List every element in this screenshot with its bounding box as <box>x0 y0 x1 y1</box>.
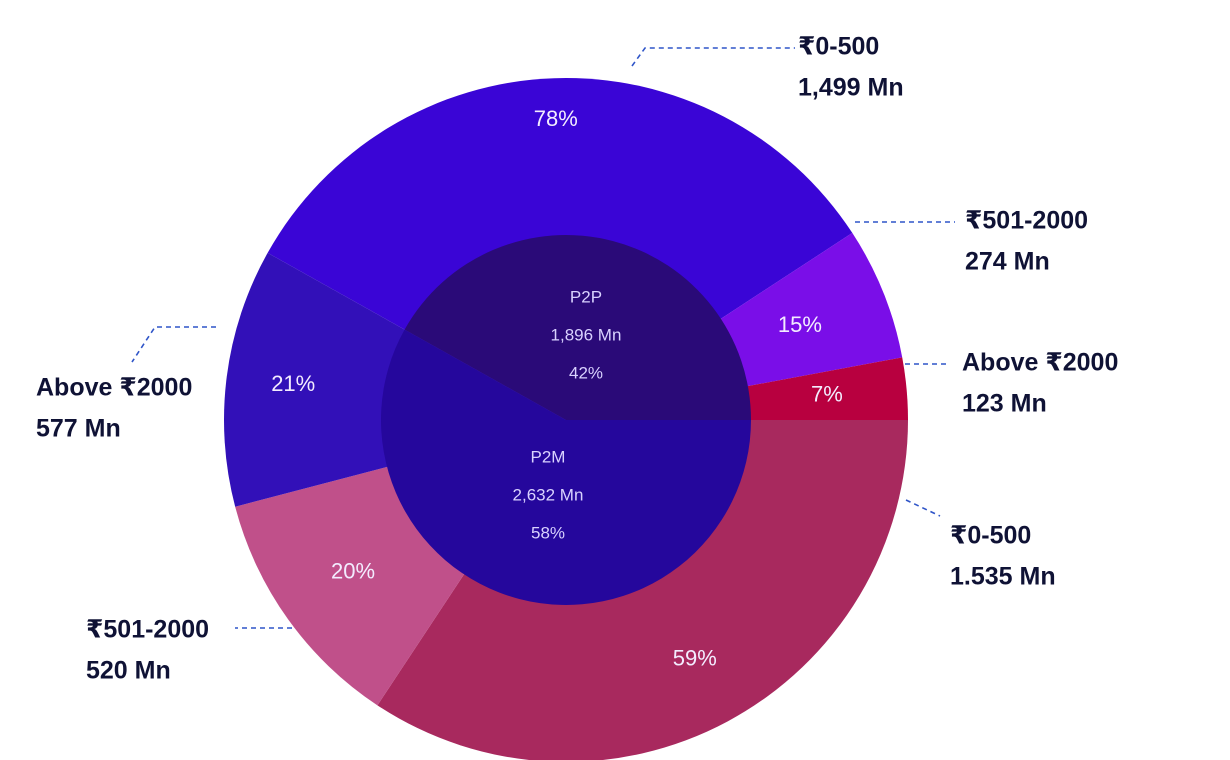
outer-percent-labels: 78% 15% 7% 59% 20% 21% <box>271 106 843 670</box>
outer-percent-label: 20% <box>331 558 375 583</box>
callout-value-label: 520 Mn <box>86 657 171 685</box>
callout-category-label: ₹501-2000 <box>965 207 1088 235</box>
inner-slice-p2m <box>381 329 751 605</box>
callout-value-label: 577 Mn <box>36 415 121 443</box>
outer-percent-label: 7% <box>811 382 843 407</box>
outer-percent-label: 21% <box>271 371 315 396</box>
callout-category-label: Above ₹2000 <box>36 374 192 402</box>
outer-percent-label: 15% <box>778 312 822 337</box>
callout-category-label: Above ₹2000 <box>962 349 1118 377</box>
callout-leader-line <box>905 499 941 517</box>
callout-category-label: ₹501-2000 <box>86 616 209 644</box>
outer-percent-label: 59% <box>673 645 717 670</box>
callout-value-label: 274 Mn <box>965 248 1050 276</box>
inner-ring-labels: P2P 1,896 Mn 42% P2M 2,632 Mn 58% <box>513 287 622 542</box>
inner-p2m-value-label: 2,632 Mn <box>513 485 584 504</box>
callout-leader-line <box>631 47 795 67</box>
inner-slice-p2p <box>404 234 751 420</box>
callout-value-label: 1,499 Mn <box>798 74 904 102</box>
inner-p2m-percent-label: 58% <box>531 523 565 542</box>
callout-value-label: 123 Mn <box>962 390 1047 418</box>
inner-p2p-percent-label: 42% <box>569 363 603 382</box>
outer-percent-label: 78% <box>534 106 578 131</box>
inner-p2p-name: P2P <box>570 287 602 306</box>
callout-category-label: ₹0-500 <box>798 33 879 61</box>
callout-leader-line <box>131 326 216 363</box>
inner-p2p-value-label: 1,896 Mn <box>551 325 622 344</box>
callout-value-label: 1.535 Mn <box>950 563 1056 591</box>
callout-category-label: ₹0-500 <box>950 522 1031 550</box>
inner-ring <box>381 234 751 605</box>
callout-labels: ₹0-500 1,499 Mn ₹501-2000 274 Mn Above ₹2000… <box>36 33 1118 685</box>
inner-p2m-name: P2M <box>531 447 566 466</box>
